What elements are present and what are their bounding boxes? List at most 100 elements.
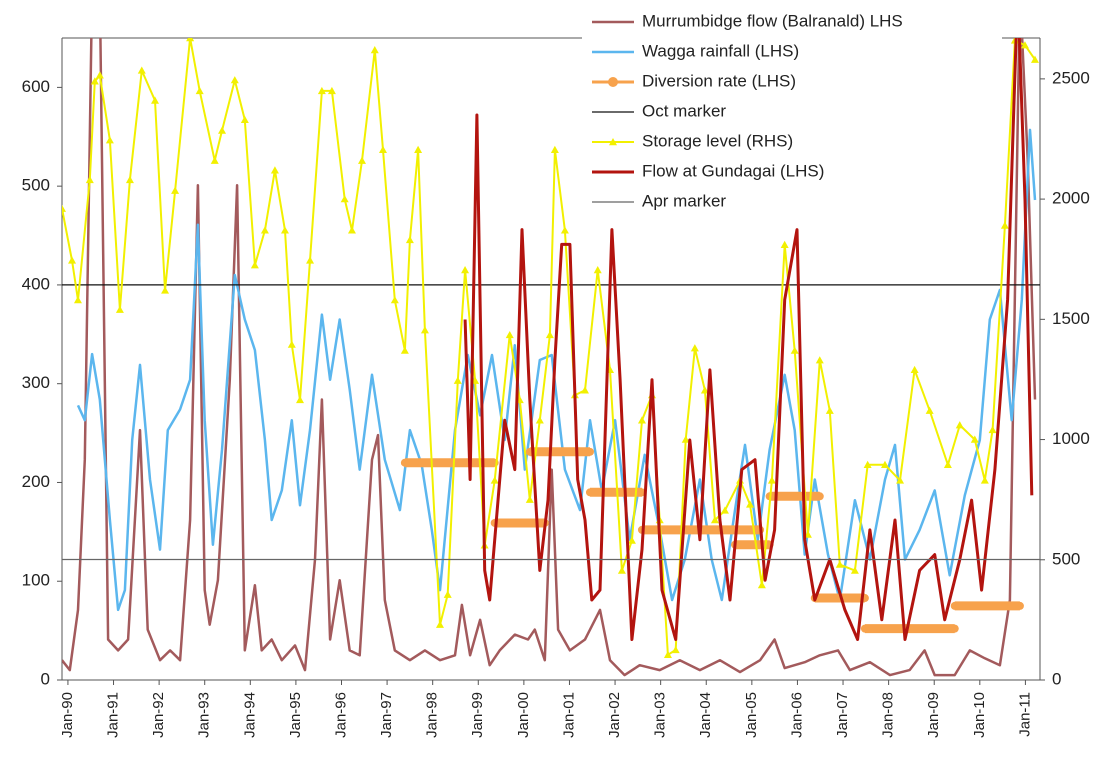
point-marker (400, 458, 409, 467)
legend-label: Wagga rainfall (LHS) (642, 41, 799, 60)
point-marker (260, 226, 269, 234)
point-marker (815, 492, 824, 501)
point-marker (370, 46, 379, 54)
y-tick-label: 200 (22, 472, 50, 491)
point-marker (115, 305, 124, 313)
point-marker (414, 145, 423, 154)
point-marker (171, 186, 180, 194)
point-marker (505, 330, 514, 339)
point-marker (545, 330, 554, 339)
point-marker (186, 38, 195, 42)
x-tick-label: Jan-93 (196, 692, 213, 738)
point-marker (585, 447, 594, 456)
point-marker (825, 406, 834, 414)
point-marker (287, 340, 296, 348)
point-marker (151, 96, 160, 104)
point-marker (62, 204, 66, 212)
x-tick-label: Jan-98 (424, 692, 441, 738)
y-tick-label: 300 (22, 373, 50, 392)
point-marker (593, 266, 602, 274)
point-marker (970, 435, 979, 443)
point-marker (710, 516, 719, 524)
point-marker (1030, 55, 1039, 63)
point-marker (461, 266, 470, 274)
x-tick-label: Jan-92 (150, 692, 167, 738)
point-marker (767, 476, 776, 484)
point-marker (681, 435, 690, 443)
point-marker (550, 145, 559, 154)
point-marker (317, 86, 326, 95)
y2-tick-label: 1500 (1052, 309, 1090, 328)
point-marker (378, 145, 387, 154)
x-tick-label: Jan-91 (104, 692, 121, 738)
legend-label: Apr marker (642, 191, 726, 210)
legend-marker (609, 138, 617, 146)
y-tick-label: 500 (22, 176, 50, 195)
x-tick-label: Jan-03 (652, 692, 669, 738)
point-marker (195, 86, 204, 95)
x-tick-label: Jan-09 (925, 692, 942, 738)
point-marker (850, 566, 859, 574)
point-marker (306, 256, 315, 264)
y2-tick-label: 0 (1052, 669, 1061, 688)
y2-tick-label: 2500 (1052, 68, 1090, 87)
y-tick-label: 600 (22, 77, 50, 96)
point-marker (700, 386, 709, 394)
x-tick-label: Jan-07 (834, 692, 851, 738)
y-tick-label: 400 (22, 274, 50, 293)
point-marker (1020, 41, 1029, 49)
legend-label: Storage level (RHS) (642, 131, 793, 150)
x-tick-label: Jan-04 (697, 692, 714, 738)
point-marker (988, 425, 997, 434)
point-marker (280, 226, 289, 234)
point-marker (585, 488, 594, 497)
x-tick-label: Jan-97 (378, 692, 395, 738)
point-marker (420, 326, 429, 334)
point-marker (240, 115, 249, 123)
point-marker (863, 460, 872, 468)
point-marker (790, 346, 799, 354)
y-tick-label: 100 (22, 571, 50, 590)
point-marker (637, 416, 646, 424)
x-tick-label: Jan-99 (469, 692, 486, 738)
point-marker (390, 296, 399, 304)
point-marker (720, 506, 729, 514)
x-tick-label: Jan-06 (788, 692, 805, 738)
point-marker (617, 566, 626, 574)
point-marker (400, 346, 409, 354)
series-line (463, 38, 1034, 641)
point-marker (560, 226, 569, 234)
point-marker (943, 460, 952, 468)
x-tick-label: Jan-10 (971, 692, 988, 738)
point-marker (925, 406, 934, 414)
point-marker (950, 601, 959, 610)
x-tick-label: Jan-94 (241, 692, 258, 738)
point-marker (73, 296, 82, 304)
x-tick-label: Jan-96 (332, 692, 349, 738)
point-marker (85, 175, 94, 184)
point-marker (453, 376, 462, 384)
x-tick-label: Jan-00 (515, 692, 532, 738)
point-marker (1000, 221, 1009, 229)
point-marker (815, 356, 824, 364)
point-marker (137, 66, 146, 74)
point-marker (296, 395, 305, 404)
point-marker (250, 261, 259, 269)
y2-tick-label: 1000 (1052, 429, 1090, 448)
x-tick-label: Jan-02 (606, 692, 623, 738)
point-marker (210, 156, 219, 164)
point-marker (327, 86, 336, 95)
point-marker (580, 386, 589, 394)
point-marker (880, 460, 889, 468)
x-tick-label: Jan-01 (560, 692, 577, 738)
legend-label: Murrumbidge flow (Balranald) LHS (642, 11, 903, 30)
legend-label: Flow at Gundagai (LHS) (642, 161, 824, 180)
x-tick-label: Jan-08 (880, 692, 897, 738)
legend-label: Diversion rate (LHS) (642, 71, 796, 90)
point-marker (270, 166, 279, 174)
point-marker (1015, 601, 1024, 610)
point-marker (663, 650, 672, 658)
point-marker (105, 136, 114, 144)
point-marker (780, 240, 789, 248)
